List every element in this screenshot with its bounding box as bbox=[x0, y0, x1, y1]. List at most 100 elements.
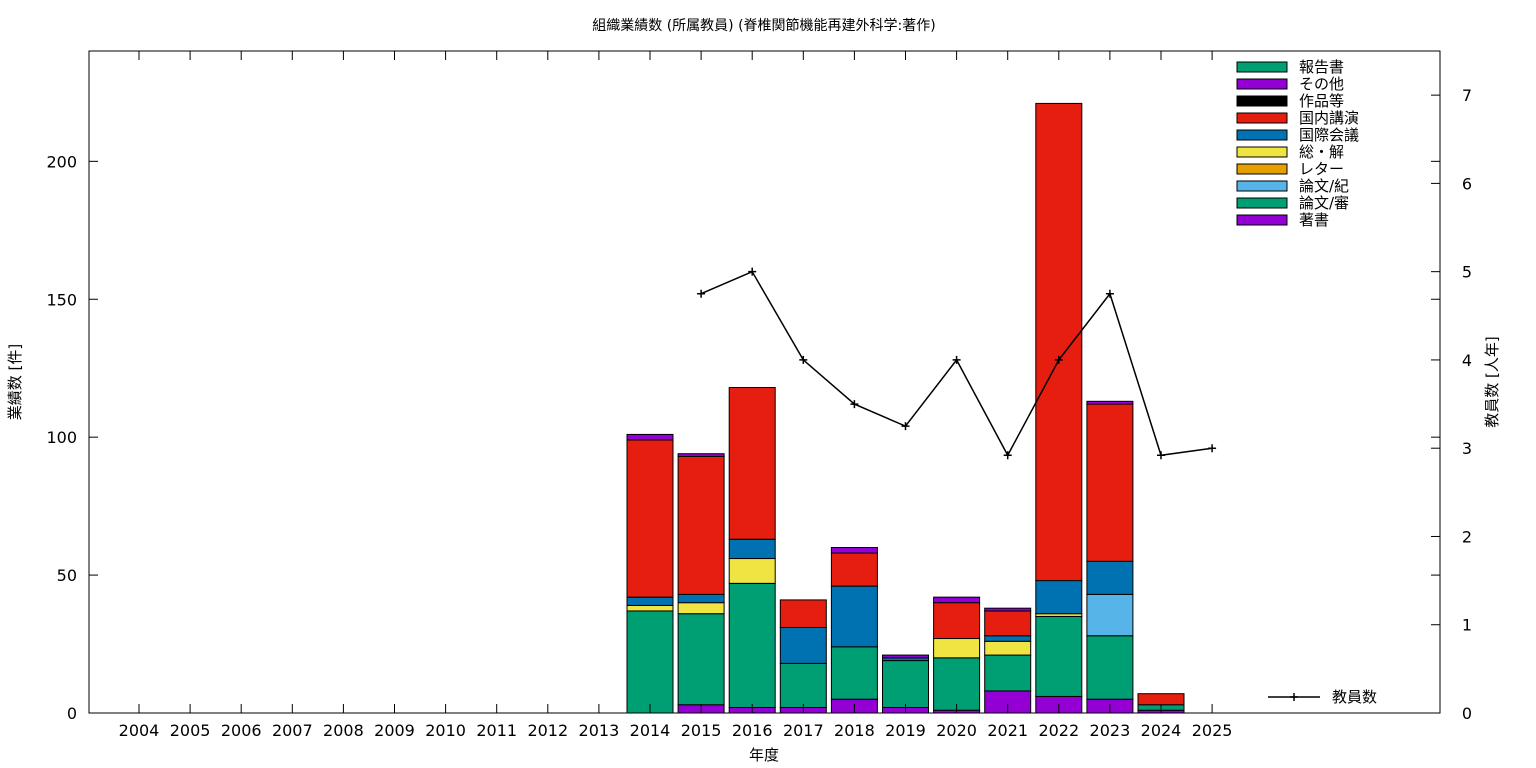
faculty-point bbox=[952, 355, 961, 364]
legend-swatch bbox=[1236, 95, 1288, 107]
bar-segment-2014-s1 bbox=[626, 610, 674, 714]
x-tick-label: 2024 bbox=[1141, 721, 1182, 740]
y2-tick-label: 6 bbox=[1462, 174, 1472, 193]
legend-label-faculty: 教員数 bbox=[1332, 688, 1377, 706]
x-tick-label: 2019 bbox=[885, 721, 926, 740]
y2-tick-label: 3 bbox=[1462, 439, 1472, 458]
x-tick-label: 2004 bbox=[119, 721, 160, 740]
bar-segment-2023-s6 bbox=[1086, 403, 1134, 562]
x-tick-label: 2020 bbox=[936, 721, 977, 740]
legend-line-marker bbox=[1290, 693, 1298, 701]
faculty-point bbox=[799, 355, 808, 364]
bar-segment-2020-s4 bbox=[933, 638, 981, 659]
faculty-point bbox=[1003, 451, 1012, 460]
plot-frame bbox=[88, 50, 1441, 714]
legend-label: 論文/紀 bbox=[1299, 177, 1349, 195]
faculty-point bbox=[1208, 444, 1217, 453]
legend-label: 国内講演 bbox=[1299, 109, 1359, 127]
x-tick-label: 2014 bbox=[630, 721, 671, 740]
x-axis-title: 年度 bbox=[749, 746, 779, 764]
x-tick-label: 2016 bbox=[732, 721, 773, 740]
x-tick-label: 2025 bbox=[1192, 721, 1233, 740]
y-tick-label: 150 bbox=[46, 290, 77, 309]
x-tick-label: 2008 bbox=[323, 721, 364, 740]
x-tick-label: 2022 bbox=[1038, 721, 1079, 740]
y2-tick-label: 2 bbox=[1462, 527, 1472, 546]
bar-segment-2021-s8 bbox=[984, 607, 1032, 612]
x-tick-label: 2011 bbox=[476, 721, 517, 740]
y2-axis-title: 教員数 [人年] bbox=[1483, 336, 1501, 427]
bar-segment-2020-s1 bbox=[933, 657, 981, 711]
bar-segment-2015-s6 bbox=[677, 455, 725, 595]
x-tick-label: 2005 bbox=[170, 721, 211, 740]
bar-segment-2017-s5 bbox=[779, 626, 827, 664]
legend-label: 著書 bbox=[1299, 211, 1329, 229]
bar-segment-2014-s6 bbox=[626, 439, 674, 598]
y-axis-title: 業績数 [件] bbox=[6, 344, 24, 420]
legend-label: 論文/審 bbox=[1299, 194, 1349, 212]
chart-title: 組織業績数 (所属教員) (脊椎関節機能再建外科学:著作) bbox=[592, 17, 935, 34]
bar-segment-2023-s2 bbox=[1086, 593, 1134, 637]
bar-segment-2023-s5 bbox=[1086, 560, 1134, 595]
y2-tick-label: 5 bbox=[1462, 263, 1472, 282]
bar-segment-2019-s1 bbox=[882, 660, 929, 708]
ticks-layer: 0 50 100 150 200 0 1 2 3 4 5 6 7 2004 2005 2006 2007 2008… bbox=[46, 51, 1472, 740]
bar-segment-2023-s1 bbox=[1086, 635, 1134, 700]
x-tick-label: 2023 bbox=[1090, 721, 1131, 740]
y-tick-label: 100 bbox=[46, 428, 77, 447]
bar-segment-2015-s1 bbox=[677, 613, 725, 706]
y-tick-label: 50 bbox=[57, 566, 77, 585]
x-tick-label: 2012 bbox=[527, 721, 568, 740]
x-tick-label: 2018 bbox=[834, 721, 875, 740]
bar-segment-2018-s8 bbox=[830, 547, 878, 554]
y2-tick-label: 7 bbox=[1462, 86, 1472, 105]
bar-segment-2024-s6 bbox=[1137, 693, 1185, 706]
bar-segment-2016-s4 bbox=[728, 558, 776, 584]
x-tick-label: 2007 bbox=[272, 721, 313, 740]
legend-swatch bbox=[1236, 78, 1288, 90]
bar-segment-2018-s5 bbox=[830, 585, 878, 648]
x-tick-label: 2010 bbox=[425, 721, 466, 740]
bar-segment-2015-s4 bbox=[677, 602, 725, 615]
y2-tick-label: 0 bbox=[1462, 704, 1472, 723]
bar-segment-2016-s6 bbox=[728, 387, 776, 540]
x-tick-label: 2015 bbox=[681, 721, 722, 740]
x-tick-label: 2013 bbox=[579, 721, 620, 740]
legend-label: 作品等 bbox=[1299, 92, 1344, 110]
bar-segment-2017-s1 bbox=[779, 662, 827, 708]
legend-swatch bbox=[1236, 180, 1288, 192]
legend-swatch bbox=[1236, 197, 1288, 209]
x-tick-label: 2017 bbox=[783, 721, 824, 740]
legend-swatch bbox=[1236, 163, 1288, 175]
faculty-point bbox=[748, 267, 757, 276]
y2-tick-label: 4 bbox=[1462, 351, 1472, 370]
bar-segment-2021-s6 bbox=[984, 610, 1032, 637]
x-tick-label: 2021 bbox=[987, 721, 1028, 740]
legend-swatch bbox=[1236, 214, 1288, 226]
bar-segment-2016-s1 bbox=[728, 582, 776, 708]
bar-segment-2022-s1 bbox=[1035, 615, 1083, 697]
bars-layer bbox=[626, 102, 1185, 714]
bar-segment-2022-s6 bbox=[1035, 102, 1083, 582]
bar-segment-2021-s1 bbox=[984, 654, 1032, 692]
legend-label: 報告書 bbox=[1299, 58, 1344, 76]
bar-segment-2014-s5 bbox=[626, 596, 674, 606]
faculty-line-layer bbox=[697, 267, 1217, 460]
bar-segment-2017-s6 bbox=[779, 599, 827, 628]
bar-segment-2018-s1 bbox=[830, 646, 878, 700]
faculty-point bbox=[697, 289, 706, 298]
legend-label: その他 bbox=[1299, 75, 1344, 93]
x-tick-label: 2009 bbox=[374, 721, 415, 740]
y2-tick-label: 1 bbox=[1462, 616, 1472, 635]
legend-label: レター bbox=[1299, 160, 1344, 178]
x-tick-label: 2006 bbox=[221, 721, 262, 740]
bar-segment-2015-s8 bbox=[677, 453, 725, 457]
bar-segment-2020-s8 bbox=[933, 596, 981, 604]
y-tick-label: 200 bbox=[46, 152, 77, 171]
bar-segment-2018-s6 bbox=[830, 552, 878, 587]
bar-segment-2014-s8 bbox=[626, 433, 674, 441]
faculty-point bbox=[1105, 289, 1114, 298]
y-tick-label: 0 bbox=[67, 704, 77, 723]
